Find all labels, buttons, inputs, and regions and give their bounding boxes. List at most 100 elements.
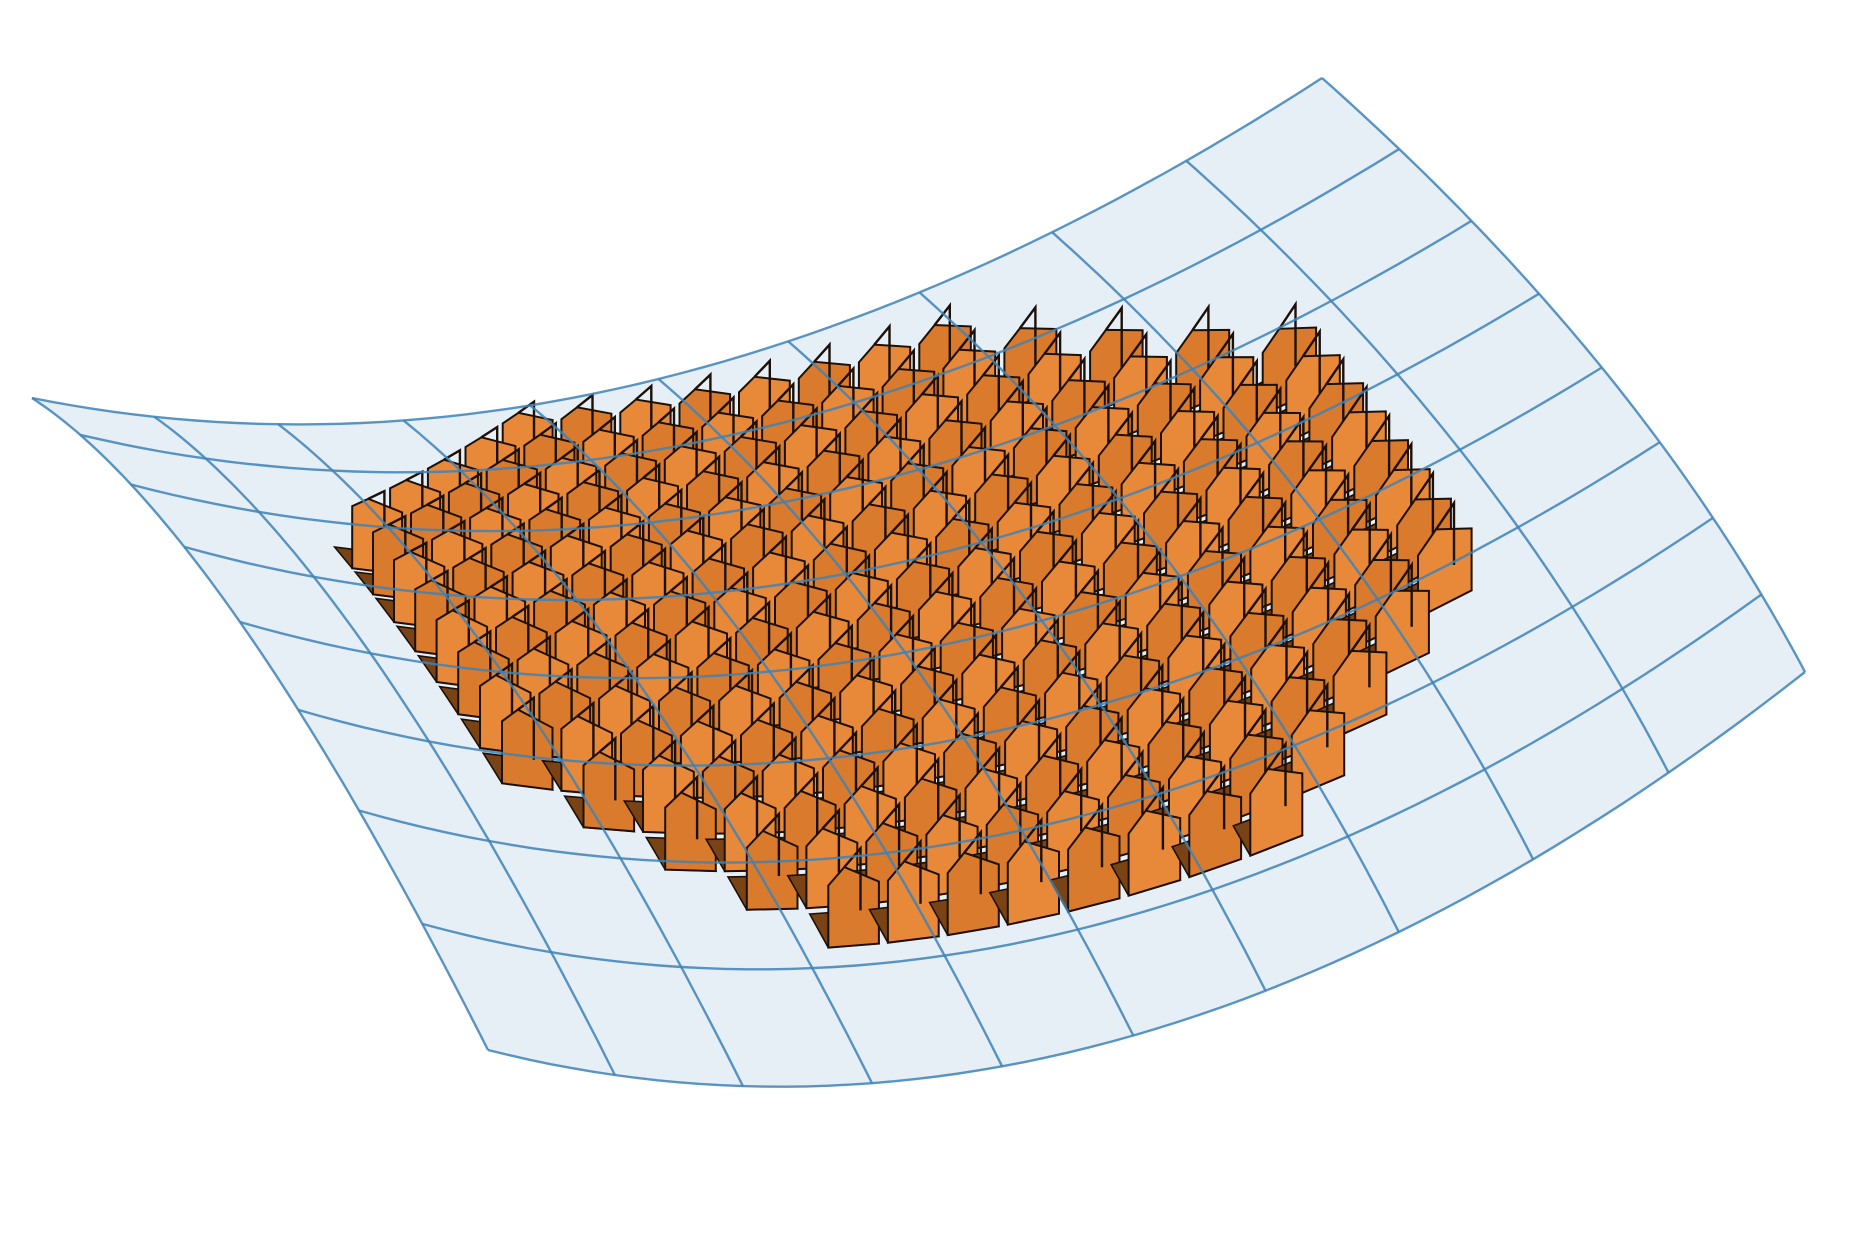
fin-face xyxy=(827,865,880,949)
fin-spike xyxy=(1160,465,1180,532)
mesh-line-v xyxy=(487,671,1806,1088)
fin-spike xyxy=(1005,377,1024,444)
fin-spike xyxy=(821,807,841,873)
fin-spike xyxy=(951,497,971,563)
fin-spike xyxy=(838,729,858,795)
fin-spike xyxy=(1222,440,1242,507)
fin-spike xyxy=(1205,641,1226,707)
mesh-line-v xyxy=(358,516,1714,864)
mesh-line-v xyxy=(183,292,1540,602)
fin-spike xyxy=(999,664,1019,730)
fin-spike xyxy=(696,703,715,769)
fin-spike xyxy=(790,562,810,628)
fin-spike xyxy=(724,479,743,545)
fin-spike xyxy=(1246,706,1267,773)
fin-spike xyxy=(1414,469,1435,536)
fin-face xyxy=(1067,826,1121,913)
fin-spike xyxy=(571,606,590,671)
fin-spike xyxy=(734,667,754,733)
mesh-line-v xyxy=(80,147,1400,474)
saddle-surface-mesh xyxy=(31,76,1807,1088)
fin-spike xyxy=(834,623,853,689)
fin-spike xyxy=(873,582,893,648)
fin-spike xyxy=(860,764,879,830)
fin-spike xyxy=(1018,585,1038,651)
fin-spike xyxy=(1061,648,1081,714)
fin-spike xyxy=(1244,469,1265,536)
fin-spike xyxy=(1039,616,1060,682)
fin-spike xyxy=(1097,488,1117,554)
fin-spike xyxy=(694,371,712,437)
fin-spike xyxy=(517,695,535,760)
fin-spike xyxy=(1329,471,1350,537)
fin-spike xyxy=(851,552,871,618)
fin-spike xyxy=(929,469,948,535)
fin-spike xyxy=(658,738,677,803)
fin-spike xyxy=(1266,499,1287,565)
fin-spike xyxy=(1278,300,1297,367)
fin-spike xyxy=(944,398,963,464)
fin-spike xyxy=(708,541,727,607)
fin-spike xyxy=(1144,783,1165,850)
fin-spike xyxy=(1351,500,1371,567)
fin-spike xyxy=(657,405,676,471)
fin-spike xyxy=(963,828,982,895)
fin-face xyxy=(1127,809,1182,898)
fin-spike xyxy=(982,352,1000,418)
fin-spike xyxy=(598,735,617,801)
fin-spike xyxy=(1226,673,1247,740)
fin-spike xyxy=(717,394,735,460)
fin-spike xyxy=(1114,409,1134,476)
fin-spike xyxy=(837,365,855,431)
fin-face xyxy=(745,829,799,911)
fin-spike xyxy=(959,710,979,776)
fin-spike xyxy=(812,592,832,658)
fin-spike xyxy=(845,457,864,523)
mesh-line-v xyxy=(130,219,1473,533)
fin-spike xyxy=(1266,740,1287,807)
fin-spike xyxy=(533,634,552,699)
fin-spike xyxy=(978,631,998,698)
fin-spike xyxy=(1239,357,1259,424)
fin-spike xyxy=(1067,355,1086,422)
fin-spike xyxy=(452,598,470,663)
fin-spike xyxy=(1129,330,1148,397)
fin-spike xyxy=(1042,731,1062,797)
fin-spike xyxy=(1262,385,1282,451)
fin-spike xyxy=(739,773,759,839)
fin-spike xyxy=(1091,382,1110,448)
fin-spike xyxy=(941,792,961,858)
fin-spike xyxy=(631,606,650,672)
fin-spike xyxy=(1215,330,1235,396)
fin-spike xyxy=(753,357,771,423)
fin-spike xyxy=(1199,412,1219,479)
fin-spike xyxy=(1063,765,1083,832)
fin-spike xyxy=(829,524,848,590)
fin-spike xyxy=(897,347,915,413)
fin-spike xyxy=(1002,780,1022,846)
fin-spike xyxy=(647,546,667,611)
fin-face xyxy=(582,750,636,833)
fin-spike xyxy=(680,774,699,840)
fin-spike xyxy=(1288,528,1309,595)
fin-spike xyxy=(967,424,987,490)
fin-spike xyxy=(1225,554,1246,621)
fin-spike xyxy=(1013,479,1033,545)
fin-spike xyxy=(1122,630,1143,696)
fin-spike xyxy=(609,577,628,642)
fin-spike xyxy=(592,637,611,702)
fin-spike xyxy=(1308,681,1329,748)
fin-spike xyxy=(1104,304,1123,370)
fin-spike xyxy=(958,326,976,393)
fin-spike xyxy=(642,462,661,527)
fin-spike xyxy=(680,429,698,495)
fin-spike xyxy=(776,381,795,447)
fin-spike xyxy=(938,677,958,743)
fin-spike xyxy=(981,745,1001,811)
fin-spike xyxy=(816,695,836,761)
fin-spike xyxy=(762,443,781,509)
fin-spike xyxy=(751,599,771,665)
fin-spike xyxy=(652,637,672,703)
fin-spike xyxy=(669,574,688,640)
fin-spike xyxy=(1164,695,1185,761)
